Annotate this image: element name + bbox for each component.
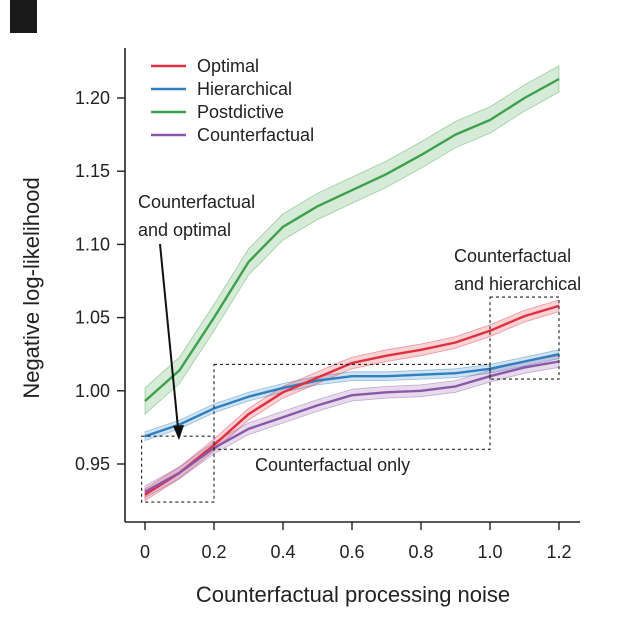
legend-label-postdictive: Postdictive [197,102,284,122]
y-ticks: 0.95 1.00 1.05 1.10 1.15 1.20 [75,88,125,474]
postdictive-band [144,65,560,416]
y-tick-label: 1.20 [75,88,110,108]
optimal-line [144,304,560,496]
x-tick-label: 0.4 [270,542,295,562]
annotation-cf-optimal-line2: and optimal [138,220,231,240]
y-tick-label: 0.95 [75,454,110,474]
x-tick-label: 0 [140,542,150,562]
x-ticks: 0 0.2 0.4 0.6 0.8 1.0 1.2 [140,522,572,562]
annotation-arrow-head [173,425,184,440]
x-tick-label: 0.2 [201,542,226,562]
legend-label-counterfactual: Counterfactual [197,125,314,145]
legend-label-optimal: Optimal [197,56,259,76]
annotation-cf-only: Counterfactual only [255,455,410,475]
x-tick-label: 0.6 [339,542,364,562]
annotation-cf-hier-line1: Counterfactual [454,246,571,266]
y-tick-label: 1.00 [75,381,110,401]
x-tick-label: 1.2 [546,542,571,562]
y-tick-label: 1.10 [75,234,110,254]
annotation-cf-hierarchical: Counterfactual and hierarchical [454,246,581,294]
annotation-arrow-shaft [159,243,179,429]
annotation-box-cf-hier [489,296,560,380]
x-axis-label: Counterfactual processing noise [196,582,510,607]
y-tick-label: 1.05 [75,308,110,328]
annotation-cf-optimal: Counterfactual and optimal [138,192,255,440]
annotation-box-cf-only [213,363,491,450]
corner-block [10,0,37,33]
annotation-cf-optimal-line1: Counterfactual [138,192,255,212]
x-tick-label: 1.0 [477,542,502,562]
x-tick-label: 0.8 [408,542,433,562]
legend: Optimal Hierarchical Postdictive Counterfac… [151,56,314,145]
annotation-cf-hier-line2: and hierarchical [454,274,581,294]
annotation-cf-only-label: Counterfactual only [255,455,410,475]
postdictive-line [144,77,560,402]
y-axis-label: Negative log-likelihood [19,177,44,398]
legend-label-hierarchical: Hierarchical [197,79,292,99]
y-tick-label: 1.15 [75,161,110,181]
